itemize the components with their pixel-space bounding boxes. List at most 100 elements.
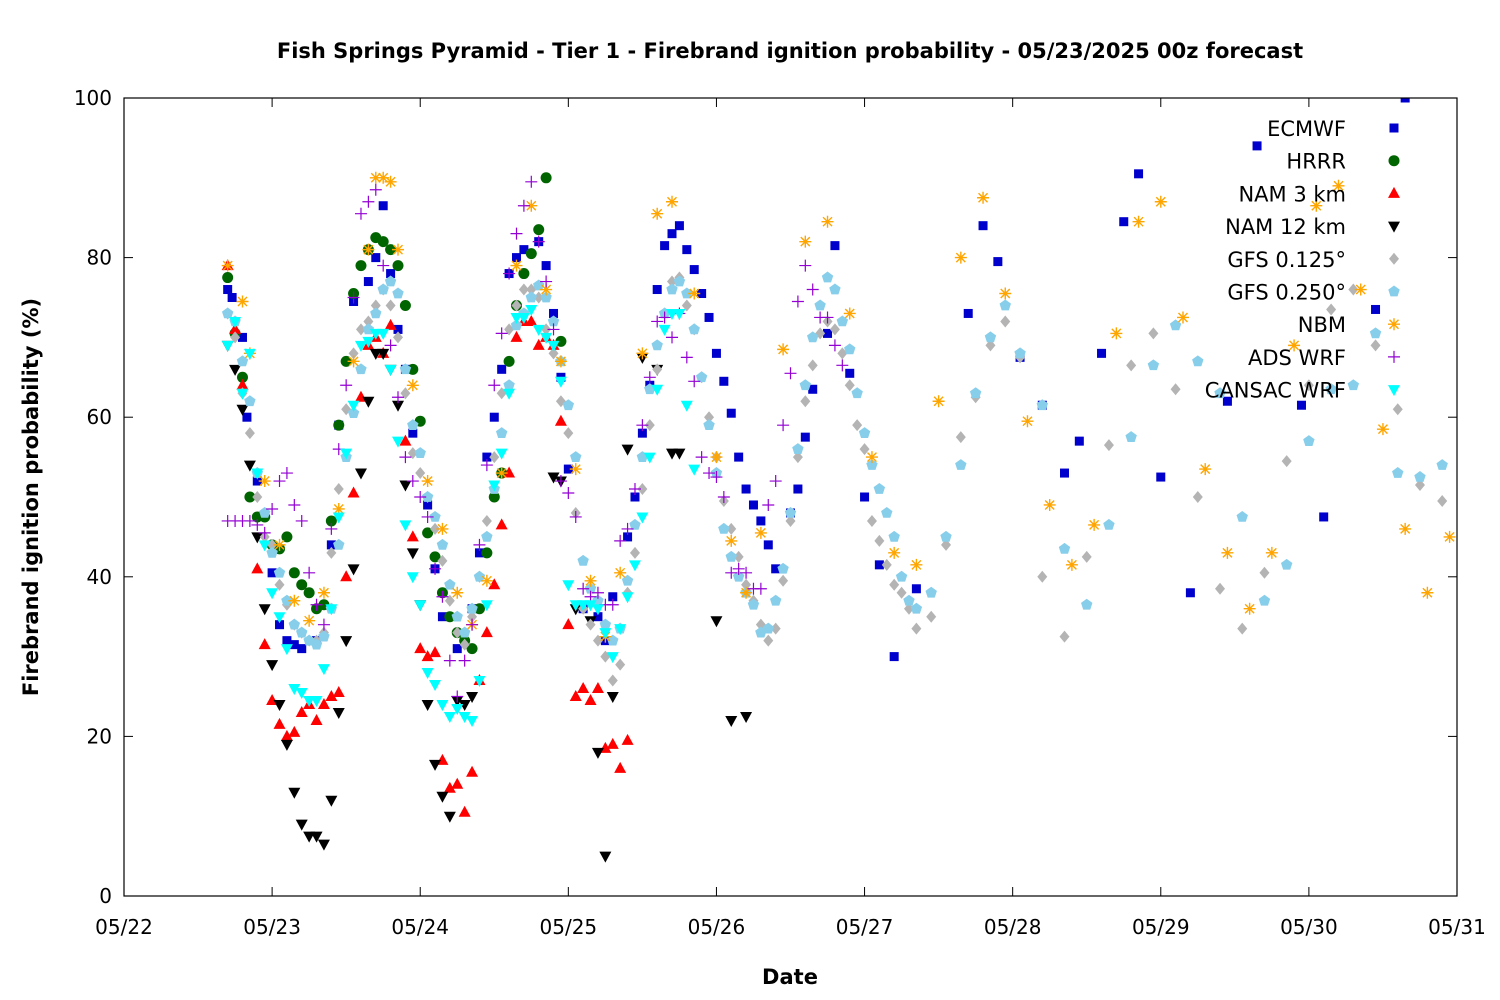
legend-label-ecmwf: ECMWF (1267, 117, 1346, 141)
data-point-gfs-0-125 (800, 395, 811, 408)
data-point-ads-wrf (710, 471, 723, 484)
data-point-ecmwf (719, 376, 729, 386)
data-point-nbm (843, 307, 856, 320)
data-point-gfs-0-250 (1147, 359, 1160, 371)
data-point-nam-12-km (347, 564, 360, 576)
data-point-nam-3-km (466, 765, 479, 777)
data-point-gfs-0-125 (667, 275, 678, 288)
data-point-gfs-0-125 (437, 554, 448, 567)
data-point-gfs-0-250 (903, 594, 915, 606)
data-point-hrrr (481, 547, 493, 559)
data-point-nbm (540, 283, 553, 296)
y-tick-label: 60 (87, 405, 112, 429)
data-point-gfs-0-250 (347, 407, 360, 419)
data-point-hrrr (377, 236, 389, 248)
data-point-nbm (932, 395, 945, 408)
data-point-nam-3-km (606, 737, 619, 749)
data-point-gfs-0-125 (385, 299, 396, 312)
data-point-nam-12-km (266, 660, 279, 672)
data-point-nbm (954, 251, 967, 264)
data-point-gfs-0-250 (673, 275, 686, 287)
data-point-gfs-0-250 (984, 331, 997, 343)
data-point-gfs-0-250 (1081, 598, 1093, 610)
data-point-gfs-0-125 (852, 419, 863, 432)
x-tick-label: 05/31 (1428, 915, 1486, 939)
data-point-gfs-0-250 (784, 506, 797, 518)
data-point-ecmwf (711, 348, 721, 358)
data-point-ecmwf (808, 384, 818, 394)
data-point-gfs-0-250 (466, 602, 478, 614)
data-point-cansac-wrf (295, 688, 308, 700)
data-point-gfs-0-125 (681, 299, 692, 312)
data-point-ecmwf (630, 492, 640, 502)
data-point-cansac-wrf (377, 328, 390, 340)
series-ecmwf (223, 98, 1410, 662)
data-point-hrrr (385, 244, 397, 256)
x-tick-label: 05/26 (688, 915, 746, 939)
data-point-gfs-0-250 (1303, 435, 1315, 446)
data-point-gfs-0-125 (859, 443, 870, 456)
data-point-gfs-0-250 (377, 283, 389, 295)
y-tick-label: 40 (87, 565, 112, 589)
data-point-ads-wrf (614, 534, 627, 547)
data-point-ads-wrf (251, 518, 264, 531)
data-point-nbm (273, 538, 286, 551)
data-point-ecmwf (541, 261, 551, 271)
data-point-ads-wrf (784, 367, 797, 380)
data-point-ecmwf (1134, 169, 1144, 179)
data-point-gfs-0-125 (807, 359, 818, 372)
data-point-cansac-wrf (436, 699, 449, 711)
data-point-gfs-0-125 (481, 514, 492, 527)
data-point-nbm (1132, 215, 1145, 228)
data-point-nam-12-km (547, 472, 560, 484)
chart-title: Fish Springs Pyramid - Tier 1 - Firebran… (277, 39, 1303, 63)
data-point-nam-12-km (421, 699, 434, 711)
data-point-nbm (1021, 415, 1034, 428)
data-point-gfs-0-125 (1192, 491, 1203, 503)
data-point-nbm (1154, 195, 1167, 208)
data-point-ecmwf (326, 540, 336, 550)
data-point-nam-3-km (288, 725, 301, 737)
data-point-ecmwf (408, 428, 418, 438)
data-point-cansac-wrf (384, 364, 397, 376)
data-point-nam-12-km (429, 759, 442, 771)
data-point-nam-3-km (525, 314, 538, 326)
data-point-nbm (865, 451, 878, 464)
data-point-nbm (740, 586, 753, 599)
data-point-nbm (799, 235, 812, 248)
data-point-nbm (1399, 522, 1412, 535)
data-point-ecmwf (1222, 396, 1232, 406)
data-point-ads-wrf (310, 598, 323, 611)
data-point-gfs-0-250 (925, 586, 937, 598)
data-point-ads-wrf (362, 195, 375, 208)
data-point-ecmwf (793, 484, 803, 494)
data-point-ads-wrf (754, 582, 767, 595)
data-point-ads-wrf (606, 598, 619, 611)
data-point-nam-12-km (258, 604, 271, 616)
data-point-gfs-0-125 (370, 299, 381, 312)
data-point-cansac-wrf (540, 332, 553, 344)
data-point-nam-3-km (229, 322, 242, 334)
data-point-nam-12-km (673, 448, 686, 460)
x-axis-title: Date (762, 965, 818, 989)
legend-label-nam-12-km: NAM 12 km (1225, 215, 1346, 239)
data-point-ads-wrf (325, 522, 338, 535)
data-point-gfs-0-250 (473, 570, 486, 582)
data-point-hrrr (533, 224, 545, 236)
data-point-ads-wrf (243, 514, 256, 527)
data-point-ecmwf (474, 548, 484, 558)
data-point-ads-wrf (406, 475, 419, 488)
data-point-nam-3-km (621, 733, 634, 745)
data-point-cansac-wrf (362, 336, 375, 348)
data-point-gfs-0-250 (725, 550, 737, 562)
x-tick-label: 05/24 (391, 915, 449, 939)
data-point-gfs-0-250 (621, 574, 634, 586)
data-point-ads-wrf (273, 475, 286, 488)
data-point-gfs-0-250 (873, 483, 886, 494)
data-point-nbm (584, 574, 597, 587)
data-point-gfs-0-250 (999, 299, 1011, 311)
y-axis-title: Firebrand ignition probability (%) (19, 298, 43, 696)
data-point-nam-3-km (451, 777, 464, 789)
data-point-gfs-0-250 (829, 283, 841, 295)
data-point-nbm (236, 295, 249, 308)
